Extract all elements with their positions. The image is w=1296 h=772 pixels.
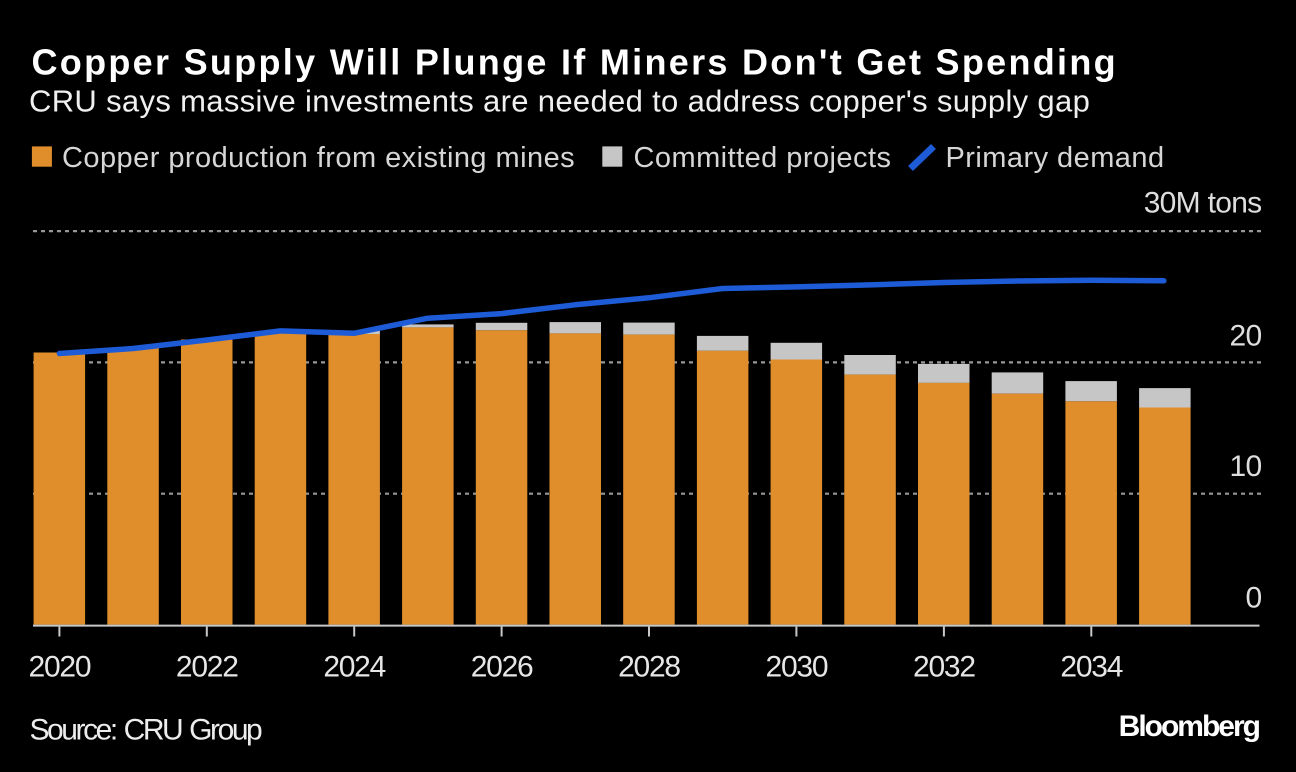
svg-text:2024: 2024 — [323, 651, 385, 684]
svg-text:Source: CRU Group: Source: CRU Group — [30, 713, 263, 746]
svg-text:CRU says massive investments a: CRU says massive investments are needed … — [29, 83, 1090, 118]
svg-text:10: 10 — [1230, 450, 1262, 483]
svg-text:Bloomberg: Bloomberg — [1119, 710, 1260, 743]
svg-text:2028: 2028 — [618, 651, 680, 684]
svg-text:Primary demand: Primary demand — [946, 142, 1165, 174]
svg-text:0: 0 — [1246, 581, 1262, 614]
svg-text:2022: 2022 — [176, 651, 238, 684]
svg-text:Committed projects: Committed projects — [634, 142, 892, 174]
svg-text:Copper production from existin: Copper production from existing mines — [62, 142, 575, 174]
svg-text:Copper Supply Will Plunge If M: Copper Supply Will Plunge If Miners Don'… — [32, 42, 1118, 83]
svg-text:2020: 2020 — [29, 651, 91, 684]
svg-text:30M tons: 30M tons — [1144, 186, 1262, 219]
svg-text:2030: 2030 — [766, 651, 828, 684]
svg-text:2026: 2026 — [471, 651, 533, 684]
svg-text:2034: 2034 — [1060, 651, 1122, 684]
svg-text:2032: 2032 — [913, 651, 975, 684]
svg-text:20: 20 — [1230, 319, 1262, 352]
